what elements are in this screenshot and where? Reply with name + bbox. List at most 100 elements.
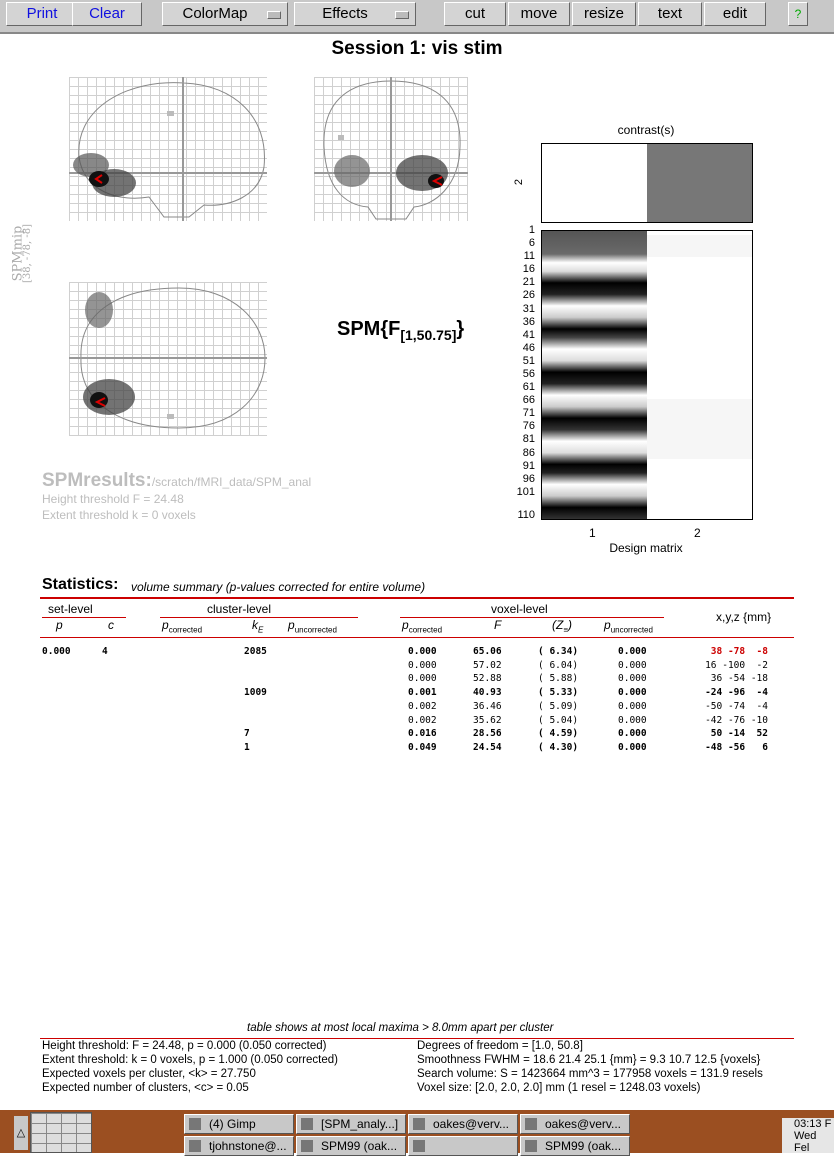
design-row-tick: 96 (522, 472, 535, 485)
colormap-menu[interactable]: ColorMap (162, 2, 288, 26)
edit-button[interactable]: edit (704, 2, 766, 26)
design-row-tick: 56 (522, 368, 535, 380)
col-voxel-p-uncorrected: puncorrected (604, 618, 653, 635)
cell-xyz: 50 -14 52 (710, 728, 768, 740)
app-icon (189, 1140, 201, 1152)
col-set-c: c (108, 618, 114, 632)
task-list: (4) Gimp [SPM_analy...] oakes@verv... oakes… (184, 1114, 634, 1156)
task-label: (4) Gimp (209, 1117, 256, 1131)
table-row: 7 0.016 28.56 ( 4.59) 0.000 50 -14 52 (0, 728, 834, 741)
cell-vp-corr: 0.002 (408, 700, 437, 712)
col-Z: (Z≡) (552, 618, 572, 635)
spm-stat-sub: [1,50.75] (400, 327, 457, 343)
design-row-tick: 46 (522, 341, 535, 354)
cell-Z: ( 4.59) (538, 728, 579, 740)
cell-vp-corr: 0.002 (408, 714, 437, 726)
cell-vp-corr: 0.001 (408, 687, 437, 699)
xyz-header: x,y,z {mm} (716, 610, 772, 624)
app-icon (189, 1118, 201, 1130)
footer-right-3: Voxel size: [2.0, 2.0, 2.0] mm (1 resel … (417, 1082, 701, 1094)
contrast-panel (541, 143, 753, 223)
header-bottom-rule (40, 637, 794, 638)
cell-kE: 1 (244, 741, 250, 753)
clock: 03:13 F Wed Fel (782, 1118, 834, 1153)
design-row-tick: 91 (522, 459, 535, 472)
cell-F: 57.02 (473, 659, 502, 671)
help-button[interactable]: ? (788, 2, 808, 26)
design-col-tick-2: 2 (694, 526, 701, 540)
voxel-level-header: voxel-level (491, 602, 548, 616)
cell-vp-unc: 0.000 (618, 714, 647, 726)
cell-Z: ( 5.88) (538, 673, 579, 685)
taskbar-task[interactable]: (4) Gimp (184, 1114, 294, 1134)
task-label: SPM99 (oak... (321, 1139, 398, 1153)
cell-vp-unc: 0.000 (618, 741, 647, 753)
table-row: 0.000 4 2085 0.000 65.06 ( 6.34) 0.000 38 -78 -… (0, 646, 834, 659)
pager-widget[interactable] (30, 1112, 92, 1153)
taskbar-task[interactable] (408, 1136, 518, 1156)
table-row: 0.000 57.02 ( 6.04) 0.000 16 -100 -2 (0, 660, 834, 673)
cut-button[interactable]: cut (444, 2, 506, 26)
cell-F: 35.62 (473, 714, 502, 726)
cell-Z: ( 5.09) (538, 700, 579, 712)
mip-coords: [38, -78, -8] (22, 223, 34, 284)
app-icon (413, 1118, 425, 1130)
design-row-ticks: 1 6 11 16 21 26 31 36 41 46 51 56 61 66 71 76 81 86 91 96 10… (505, 224, 539, 522)
set-level-header: set-level (48, 602, 93, 616)
design-row-tick: 36 (522, 315, 535, 328)
col-p-uncorrected: puncorrected (288, 618, 337, 635)
cell-F: 65.06 (473, 646, 502, 657)
cell-vp-corr: 0.049 (408, 741, 437, 753)
taskbar-task[interactable]: tjohnstone@... (184, 1136, 294, 1156)
cell-F: 36.46 (473, 700, 502, 712)
app-icon (301, 1118, 313, 1130)
taskbar-task[interactable]: SPM99 (oak... (296, 1136, 406, 1156)
cell-vp-corr: 0.000 (408, 673, 437, 685)
clear-button[interactable]: Clear (72, 2, 142, 26)
cell-vp-unc: 0.000 (618, 673, 647, 685)
taskbar-task[interactable]: oakes@verv... (408, 1114, 518, 1134)
dropdown-arrow-icon (267, 11, 281, 19)
height-threshold: Height threshold F = 24.48 (42, 492, 184, 506)
start-arrow-icon[interactable]: △ (14, 1116, 28, 1150)
taskbar-task[interactable]: oakes@verv... (520, 1114, 630, 1134)
dropdown-arrow-icon (395, 11, 409, 19)
move-button[interactable]: move (508, 2, 570, 26)
effects-menu[interactable]: Effects (294, 2, 416, 26)
cell-Z: ( 6.04) (538, 659, 579, 671)
spm-stat-close: } (456, 318, 465, 340)
taskbar-task[interactable]: SPM99 (oak... (520, 1136, 630, 1156)
design-row-tick: 71 (522, 407, 535, 420)
text-button[interactable]: text (638, 2, 702, 26)
design-row-tick: 41 (522, 328, 535, 341)
table-row: 1009 0.001 40.93 ( 5.33) 0.000 -24 -96 -4 (0, 687, 834, 700)
cell-Z: ( 5.04) (538, 714, 579, 726)
design-row-tick: 11 (523, 250, 535, 263)
print-button[interactable]: Print (6, 2, 78, 26)
cell-Z: ( 4.30) (538, 741, 579, 753)
col-voxel-p-corrected: pcorrected (402, 618, 443, 635)
cell-xyz: -24 -96 -4 (705, 687, 768, 699)
voxel-level-rule (400, 617, 664, 618)
statistics-heading: Statistics: (42, 576, 119, 593)
glass-brain-sagittal (69, 77, 267, 221)
cell-xyz: -48 -56 6 (705, 741, 768, 753)
statistics-subtitle: volume summary (p-values corrected for e… (131, 580, 426, 594)
resize-button[interactable]: resize (572, 2, 636, 26)
cell-F: 40.93 (473, 687, 502, 699)
taskbar-task[interactable]: [SPM_analy...] (296, 1114, 406, 1134)
cell-Z: ( 6.34) (538, 646, 579, 657)
cell-xyz: 36 -54 -18 (710, 673, 768, 685)
cell-F: 52.88 (473, 673, 502, 685)
table-row: 0.002 35.62 ( 5.04) 0.000 -42 -76 -10 (0, 715, 834, 728)
cell-vp-unc: 0.000 (618, 646, 647, 657)
cell-vp-unc: 0.000 (618, 728, 647, 740)
cell-kE: 1009 (244, 687, 267, 699)
design-row-tick: 1 (528, 224, 535, 236)
design-row-tick: 26 (522, 289, 535, 302)
table-row: 0.002 36.46 ( 5.09) 0.000 -50 -74 -4 (0, 701, 834, 714)
footer-left-2: Expected voxels per cluster, <k> = 27.75… (42, 1068, 256, 1080)
design-row-tick: 51 (522, 354, 535, 367)
design-row-tick: 66 (522, 394, 535, 407)
cell-Z: ( 5.33) (538, 687, 579, 699)
